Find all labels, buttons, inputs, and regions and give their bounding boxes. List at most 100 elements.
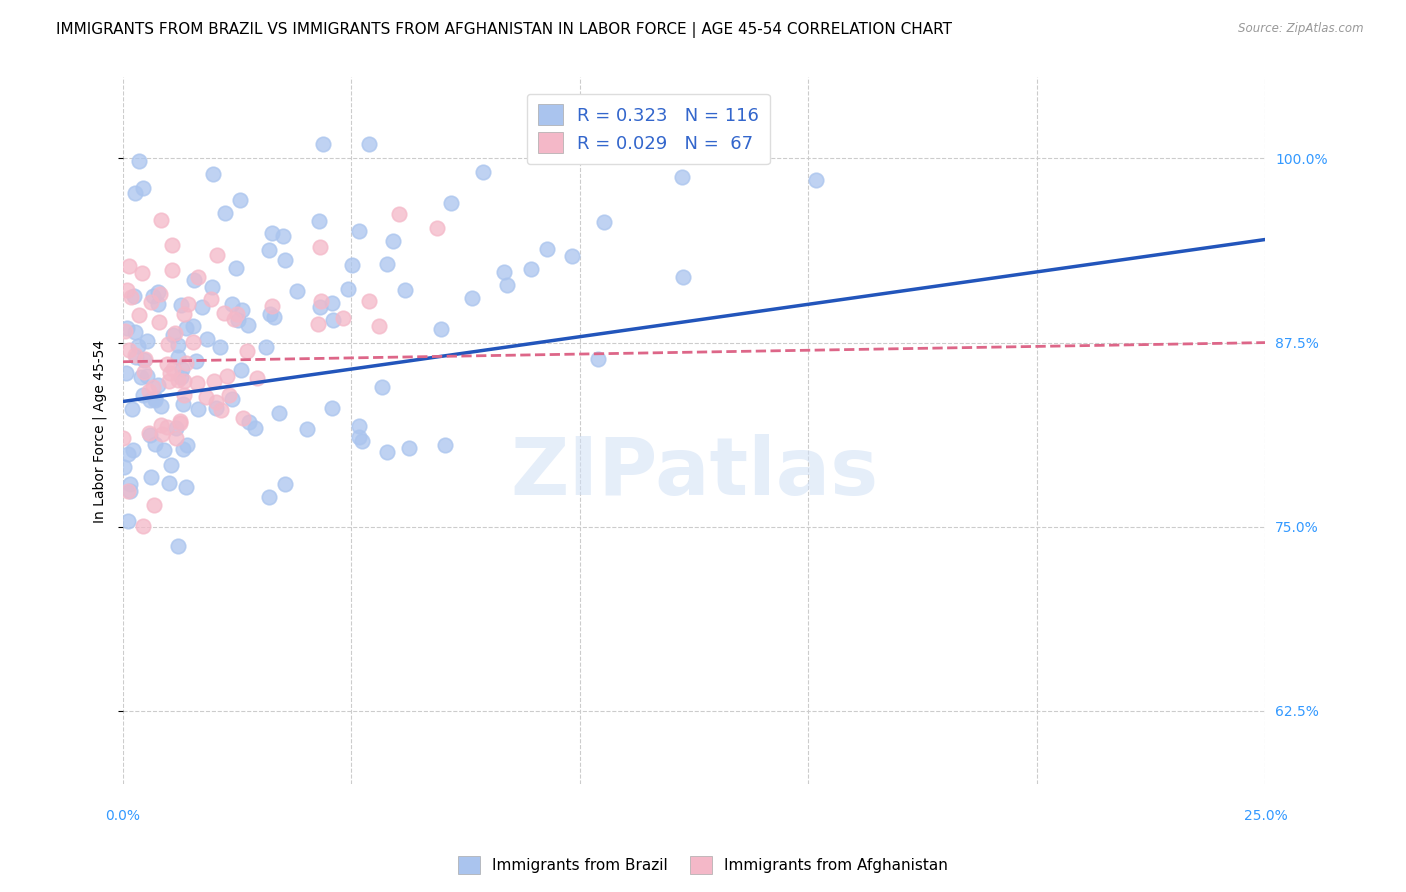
Point: [134, 365, 156, 379]
Point: [120, 477, 142, 491]
Point: [194, 390, 217, 404]
Point: [172, 361, 194, 376]
Point: [122, 442, 145, 457]
Point: [184, 354, 207, 368]
Point: [142, 499, 165, 513]
Point: [340, 258, 363, 272]
Point: [139, 295, 162, 310]
Point: [159, 366, 181, 380]
Point: [226, 313, 249, 327]
Point: [143, 437, 166, 451]
Point: [117, 447, 139, 461]
Point: [121, 402, 143, 417]
Point: [257, 243, 280, 257]
Point: [131, 181, 153, 195]
Point: [222, 312, 245, 326]
Point: [167, 373, 190, 387]
Point: [169, 414, 191, 428]
Point: [236, 318, 259, 332]
Point: [347, 224, 370, 238]
Point: [112, 460, 135, 475]
Point: [174, 480, 197, 494]
Point: [117, 514, 139, 528]
Point: [218, 388, 240, 402]
Point: [205, 395, 228, 409]
Point: [169, 416, 191, 430]
Point: [124, 348, 146, 362]
Point: [262, 299, 284, 313]
Point: [142, 380, 165, 394]
Point: [274, 253, 297, 268]
Point: [124, 350, 146, 364]
Point: [138, 425, 160, 440]
Point: [232, 410, 254, 425]
Point: [172, 442, 194, 457]
Point: [394, 283, 416, 297]
Point: [148, 377, 170, 392]
Point: [321, 401, 343, 415]
Point: [120, 483, 142, 498]
Point: [262, 226, 284, 240]
Point: [309, 240, 332, 254]
Point: [267, 406, 290, 420]
Point: [430, 322, 453, 336]
Point: [172, 397, 194, 411]
Point: [143, 392, 166, 407]
Text: 25.0%: 25.0%: [1243, 809, 1288, 823]
Point: [173, 388, 195, 402]
Legend: Immigrants from Brazil, Immigrants from Afghanistan: Immigrants from Brazil, Immigrants from …: [451, 850, 955, 880]
Point: [202, 375, 225, 389]
Point: [177, 297, 200, 311]
Point: [129, 370, 152, 384]
Point: [114, 324, 136, 338]
Point: [187, 401, 209, 416]
Point: [259, 307, 281, 321]
Point: [138, 384, 160, 399]
Point: [357, 136, 380, 151]
Point: [332, 311, 354, 326]
Point: [162, 262, 184, 277]
Point: [115, 320, 138, 334]
Point: [308, 214, 330, 228]
Point: [263, 310, 285, 324]
Point: [214, 306, 236, 320]
Point: [165, 431, 187, 445]
Point: [157, 476, 180, 491]
Point: [139, 470, 162, 484]
Point: [195, 332, 218, 346]
Point: [173, 307, 195, 321]
Point: [229, 363, 252, 377]
Point: [163, 326, 186, 340]
Point: [156, 420, 179, 434]
Point: [122, 289, 145, 303]
Point: [243, 421, 266, 435]
Point: [426, 221, 449, 235]
Point: [209, 403, 232, 417]
Point: [150, 427, 173, 442]
Point: [174, 321, 197, 335]
Point: [382, 234, 405, 248]
Point: [145, 391, 167, 405]
Point: [214, 206, 236, 220]
Point: [149, 286, 172, 301]
Point: [166, 350, 188, 364]
Point: [560, 249, 582, 263]
Point: [149, 417, 172, 432]
Point: [131, 518, 153, 533]
Point: [176, 356, 198, 370]
Point: [167, 338, 190, 352]
Point: [273, 229, 295, 244]
Point: [229, 194, 252, 208]
Point: [337, 282, 360, 296]
Point: [231, 302, 253, 317]
Point: [804, 173, 827, 187]
Point: [173, 374, 195, 388]
Point: [115, 366, 138, 380]
Point: [176, 438, 198, 452]
Point: [128, 153, 150, 168]
Point: [371, 380, 394, 394]
Point: [120, 290, 142, 304]
Point: [207, 248, 229, 262]
Point: [321, 295, 343, 310]
Point: [221, 297, 243, 311]
